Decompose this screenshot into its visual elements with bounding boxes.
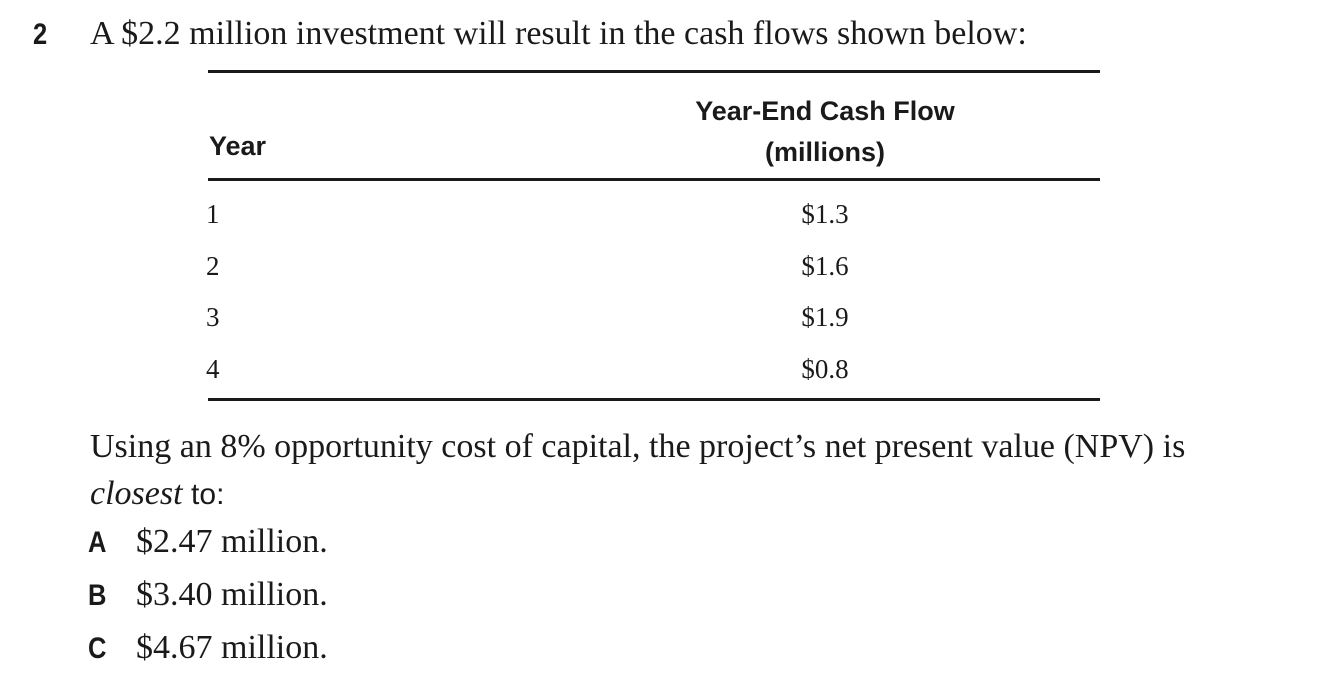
answer-option-c[interactable]: C $4.67 million. xyxy=(88,629,328,667)
table-row-cash-flow: $0.8 xyxy=(801,354,849,384)
option-letter: A xyxy=(88,526,107,559)
option-letter: C xyxy=(88,632,107,665)
header-cash-flow-line1: Year-End Cash Flow xyxy=(695,96,955,126)
header-year: Year xyxy=(209,131,267,161)
table-bottom-rule xyxy=(208,398,1100,401)
cropped-previous-text xyxy=(0,0,1334,8)
table-row-cash-flow: $1.9 xyxy=(801,302,849,332)
question-prompt: Using an 8% opportunity cost of capital,… xyxy=(90,423,1310,518)
header-cash-flow-line2: (millions) xyxy=(765,137,885,167)
table-row-year: 3 xyxy=(206,302,220,332)
question-number: 2 xyxy=(33,18,48,51)
prompt-text: Using an 8% opportunity cost of capital,… xyxy=(90,428,1186,465)
prompt-tail: to: xyxy=(191,478,225,511)
header-cash-flow: Year-End Cash Flow (millions) xyxy=(625,91,1025,173)
table-row-year: 2 xyxy=(206,251,220,281)
option-text: $2.47 million. xyxy=(136,523,328,560)
option-letter: B xyxy=(88,579,107,612)
table-row-cash-flow: $1.3 xyxy=(801,199,849,229)
table-row-cash-flow: $1.6 xyxy=(801,251,849,281)
option-text: $4.67 million. xyxy=(136,629,328,666)
prompt-emphasis: closest xyxy=(90,475,183,512)
table-header-rule xyxy=(208,178,1100,181)
answer-option-b[interactable]: B $3.40 million. xyxy=(88,576,328,614)
option-text: $3.40 million. xyxy=(136,576,328,613)
table-row-year: 4 xyxy=(206,354,220,384)
table-row-year: 1 xyxy=(206,199,220,229)
question-stem: A $2.2 million investment will result in… xyxy=(90,15,1027,52)
table-top-rule xyxy=(208,70,1100,73)
answer-option-a[interactable]: A $2.47 million. xyxy=(88,523,328,561)
